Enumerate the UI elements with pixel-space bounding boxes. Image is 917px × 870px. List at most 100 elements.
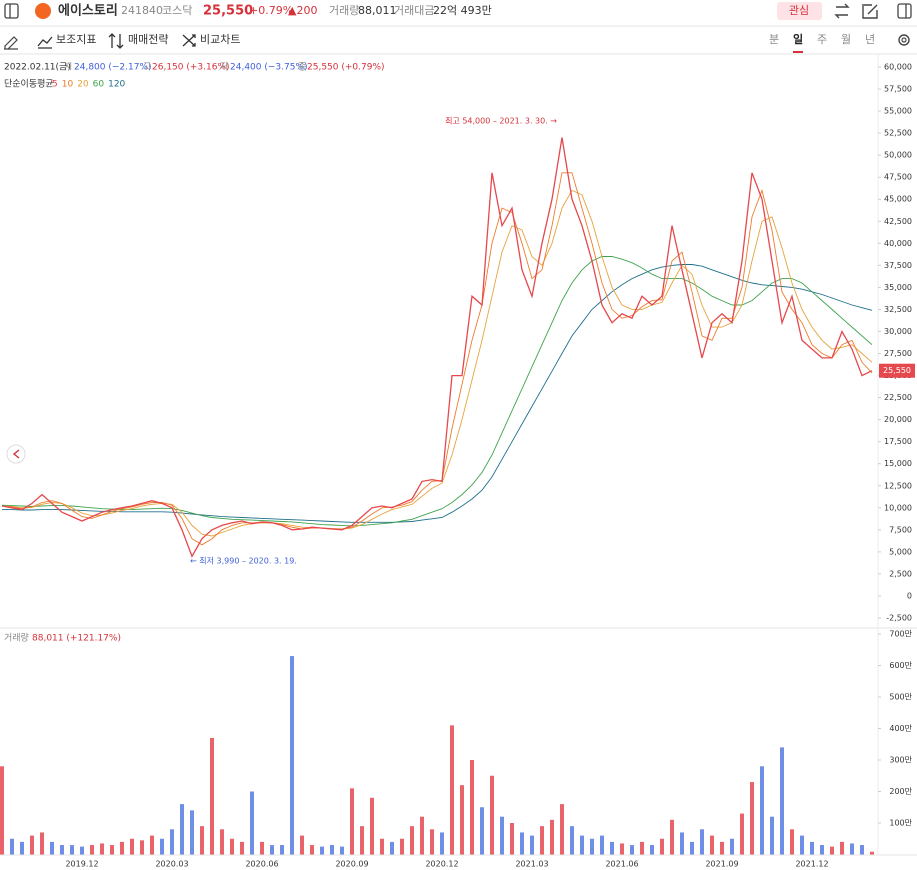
change-pct: +0.79% xyxy=(249,4,293,17)
edit-icon[interactable] xyxy=(862,4,878,19)
volume-bar xyxy=(140,840,144,855)
high: 26,150 (+3.16%) xyxy=(152,63,230,73)
watch-button[interactable] xyxy=(777,2,822,20)
volume-bar xyxy=(860,845,864,855)
volume-bar xyxy=(310,845,314,855)
y-tick-label: 32,500 xyxy=(884,305,912,314)
y-tick-label: 35,000 xyxy=(884,283,912,292)
y-tick-label: 55,000 xyxy=(884,107,912,116)
volume-bar xyxy=(690,841,694,855)
volume-bar xyxy=(330,845,334,855)
draw-icon[interactable] xyxy=(4,36,18,50)
y-tick-label: 60,000 xyxy=(884,63,912,72)
period-tab[interactable]: 주 xyxy=(817,33,827,46)
change: ▲200 xyxy=(288,4,317,17)
indicator-icon[interactable] xyxy=(37,36,53,49)
compare-icon[interactable] xyxy=(182,34,196,47)
period-tab[interactable]: 분 xyxy=(769,33,779,46)
volume-bar xyxy=(540,826,544,855)
y-tick-label: 12,500 xyxy=(884,481,912,490)
volume-bar xyxy=(230,838,234,855)
panel-icon[interactable] xyxy=(897,3,912,19)
volume-bar xyxy=(730,838,734,855)
volume-bar xyxy=(20,841,24,855)
y-tick-label: 45,000 xyxy=(884,195,912,204)
strategy-icon[interactable] xyxy=(108,33,124,49)
volume-bar xyxy=(250,791,254,855)
volume-bar xyxy=(750,782,754,855)
info-date: 2022.02.11(금) xyxy=(4,62,71,73)
x-tick-label: 2021.03 xyxy=(515,860,548,869)
ma-legend-item: 120 xyxy=(108,80,125,90)
stock-name: 에이스토리 xyxy=(58,3,118,19)
market: 코스닥 xyxy=(162,4,192,17)
volume-bar xyxy=(160,838,164,855)
ma-legend-item: 10 xyxy=(62,80,74,90)
volume-bar xyxy=(380,838,384,855)
volume-bar xyxy=(190,810,194,855)
volume-bar xyxy=(790,829,794,855)
volume-bar xyxy=(340,846,344,855)
volume-bar xyxy=(770,816,774,855)
last-price-tag xyxy=(879,363,915,378)
volume-tick-label: 300만 xyxy=(889,756,912,765)
collapse-icon xyxy=(12,449,20,459)
price: 25,550 xyxy=(203,4,253,19)
low-label: 저 xyxy=(220,62,228,73)
volume-bar xyxy=(40,832,44,855)
swap-icon[interactable] xyxy=(834,3,850,19)
volume-bar xyxy=(680,832,684,855)
volume-bar xyxy=(10,838,14,855)
ma-legend-item: 60 xyxy=(93,80,105,90)
tool-compare[interactable]: 비교차트 xyxy=(200,33,240,46)
volume-bar xyxy=(710,835,714,855)
volume-bar xyxy=(180,804,184,855)
volume-bar xyxy=(280,845,284,855)
y-tick-label: 37,500 xyxy=(884,261,912,270)
volume-bar xyxy=(490,775,494,855)
y-tick-label: 50,000 xyxy=(884,151,912,160)
volume-bar xyxy=(200,826,204,855)
period-tab[interactable]: 월 xyxy=(841,33,851,46)
volume-bar xyxy=(360,826,364,855)
y-tick-label: 42,500 xyxy=(884,217,912,226)
stock-code: 241840 xyxy=(121,4,163,17)
close-label: 종 xyxy=(298,62,306,73)
tool-strategy[interactable]: 매매전략 xyxy=(128,33,168,46)
period-tab[interactable]: 년 xyxy=(865,33,875,46)
volume-bar xyxy=(0,766,4,855)
volume-bar xyxy=(810,841,814,855)
tool-indicator[interactable]: 보조지표 xyxy=(56,33,96,46)
volume: 88,011 xyxy=(358,4,397,17)
volume-bar xyxy=(450,725,454,855)
settings-icon[interactable] xyxy=(898,34,910,46)
volume-tick-label: 500만 xyxy=(889,693,912,702)
volume-bar xyxy=(470,760,474,855)
volume-bar xyxy=(290,656,294,855)
volume-bar xyxy=(670,819,674,855)
collapse-button[interactable] xyxy=(6,444,26,464)
y-tick-label: 0 xyxy=(907,591,912,600)
amount: 22억 493만 xyxy=(433,4,492,17)
volume-bar xyxy=(510,823,514,855)
open: 24,800 (−2.17%) xyxy=(74,63,152,73)
ma-line xyxy=(1,189,873,537)
volume-bar xyxy=(830,846,834,855)
watch-label: 관심 xyxy=(789,4,809,17)
period-tab[interactable]: 일 xyxy=(793,32,803,46)
volume-bar xyxy=(410,826,414,855)
volume-bar xyxy=(840,841,844,855)
sidebar-icon[interactable] xyxy=(4,3,19,19)
volume-tick-label: 100만 xyxy=(889,819,912,828)
ma-line xyxy=(2,264,873,523)
annotation-high: 최고 54,000 – 2021. 3. 30. → xyxy=(445,116,557,126)
volume-bar xyxy=(440,832,444,855)
volume-bar xyxy=(570,826,574,855)
volume-tick-label: 200만 xyxy=(889,787,912,796)
volume-bar xyxy=(600,835,604,855)
volume-bar xyxy=(560,804,564,855)
volume-bar xyxy=(240,841,244,855)
x-tick-label: 2019.12 xyxy=(65,860,98,869)
